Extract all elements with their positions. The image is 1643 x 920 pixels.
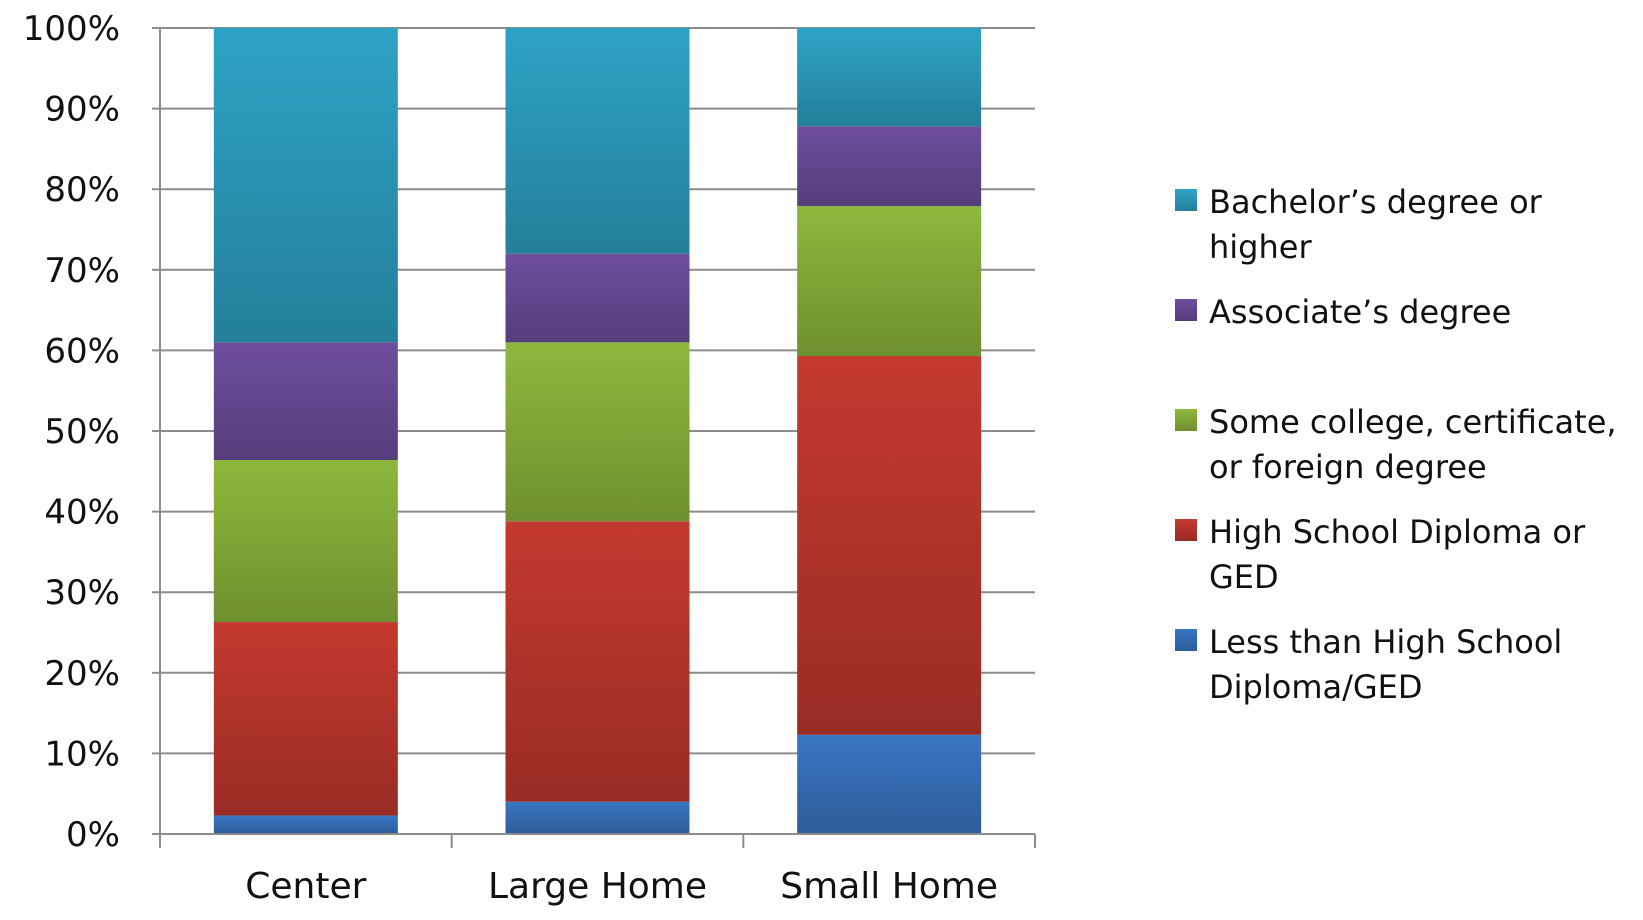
y-tick-label: 10% (44, 734, 120, 774)
bar-segment (505, 253, 690, 343)
bar-segment (213, 815, 398, 834)
legend-item: Less than High School Diploma/GED (1175, 623, 1562, 706)
y-tick-label: 70% (44, 251, 120, 291)
y-tick-label: 90% (44, 90, 120, 130)
legend-item: Some college, certificate, or foreign deg… (1175, 403, 1617, 486)
bar-segment (213, 342, 398, 461)
legend-swatch (1175, 189, 1197, 211)
bar-segment (505, 28, 690, 254)
x-category-label: Large Home (488, 866, 707, 907)
legend-item: Associate’s degree (1175, 293, 1511, 331)
y-tick-label: 0% (66, 815, 120, 855)
y-tick-label: 60% (44, 331, 120, 371)
legend: Bachelor’s degree or higher Associate’s de… (1175, 183, 1617, 706)
bar-segment (797, 126, 982, 207)
bar-segment (797, 356, 982, 735)
x-category-label: Center (245, 866, 366, 907)
legend-item: High School Diploma or GED (1175, 513, 1586, 596)
bar-segment (213, 460, 398, 623)
bar-segment (213, 622, 398, 816)
bar-segment (797, 734, 982, 834)
bar-segment (505, 342, 690, 522)
legend-label: High School Diploma or GED (1209, 513, 1586, 596)
bar-segment (797, 206, 982, 357)
y-tick-label: 30% (44, 573, 120, 613)
y-tick-label: 80% (44, 170, 120, 210)
bar-segment (797, 28, 982, 127)
legend-label: Bachelor’s degree or higher (1209, 183, 1543, 266)
legend-swatch (1175, 299, 1197, 321)
y-tick-label: 20% (44, 654, 120, 694)
bar-segment (213, 28, 398, 343)
y-tick-label: 40% (44, 493, 120, 533)
legend-swatch (1175, 519, 1197, 541)
y-tick-label: 50% (44, 412, 120, 452)
legend-swatch (1175, 409, 1197, 431)
legend-label: Some college, certificate, or foreign deg… (1209, 403, 1617, 486)
x-category-label: Small Home (780, 866, 998, 907)
y-tick-label: 100% (23, 9, 120, 49)
legend-item: Bachelor’s degree or higher (1175, 183, 1543, 266)
legend-swatch (1175, 629, 1197, 651)
legend-label: Less than High School Diploma/GED (1209, 623, 1562, 706)
bars (213, 28, 982, 834)
axes: 0% 10% 20% 30% 40% 50% 60% 70% 80% 90% 100% Center L… (23, 9, 1036, 907)
bar-segment (505, 801, 690, 834)
legend-label: Associate’s degree (1209, 293, 1511, 331)
bar-segment (505, 521, 690, 802)
